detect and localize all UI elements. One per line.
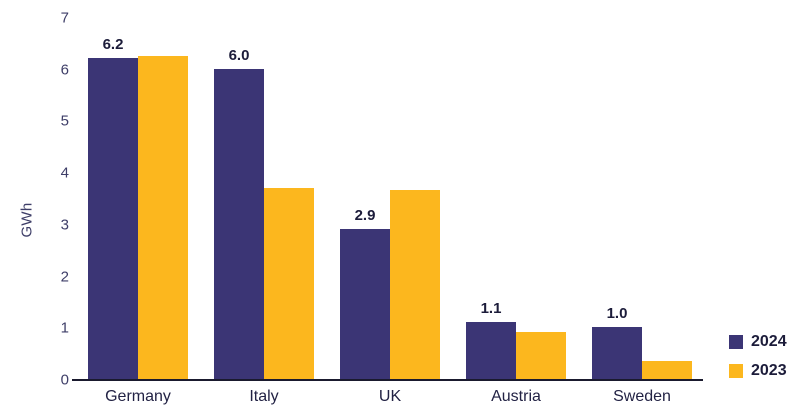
- y-tick-label-4: 4: [60, 164, 69, 182]
- category-label-uk: UK: [378, 388, 402, 405]
- bar-value-2024-germany: 6.2: [102, 36, 124, 53]
- bar-value-2024-italy: 6.0: [228, 47, 250, 64]
- legend-item-2023: 2023: [729, 363, 787, 379]
- bar-value-2024-sweden: 1.0: [606, 305, 628, 322]
- bar-2023-uk: [390, 190, 440, 379]
- bar-2024-uk: [340, 229, 390, 379]
- bar-value-2024-uk: 2.9: [354, 207, 376, 224]
- y-tick-label-7: 7: [60, 9, 69, 27]
- y-tick-label-5: 5: [60, 112, 69, 130]
- category-label-italy: Italy: [249, 388, 279, 405]
- plot-area: 0 1 2 3 4 5 6 7 6.2 Germany 6.0 Italy 2.9 UK 1.1 Austri…: [61, 10, 703, 405]
- bar-2024-italy: [214, 69, 264, 379]
- legend-item-2024: 2024: [729, 334, 787, 350]
- bar-2023-italy: [264, 188, 314, 379]
- bar-2023-sweden: [642, 361, 692, 379]
- bar-2024-germany: [88, 58, 138, 379]
- bar-value-2024-austria: 1.1: [480, 300, 502, 317]
- y-tick-label-2: 2: [60, 268, 69, 286]
- legend-swatch-2023: [729, 364, 743, 378]
- bar-2024-austria: [466, 322, 516, 379]
- y-tick-label-0: 0: [60, 371, 69, 389]
- y-tick-label-3: 3: [60, 216, 69, 234]
- x-axis-line: [72, 379, 703, 381]
- y-tick-label-6: 6: [60, 61, 69, 79]
- legend-label-2023: 2023: [751, 362, 787, 379]
- category-label-austria: Austria: [491, 388, 541, 405]
- y-tick-label-1: 1: [60, 319, 69, 337]
- bar-2023-austria: [516, 332, 566, 379]
- legend: 2024 2023: [729, 334, 787, 379]
- legend-swatch-2024: [729, 335, 743, 349]
- legend-label-2024: 2024: [751, 333, 787, 350]
- bar-2024-sweden: [592, 327, 642, 379]
- bar-2023-germany: [138, 56, 188, 379]
- category-label-germany: Germany: [105, 388, 171, 405]
- category-label-sweden: Sweden: [613, 388, 671, 405]
